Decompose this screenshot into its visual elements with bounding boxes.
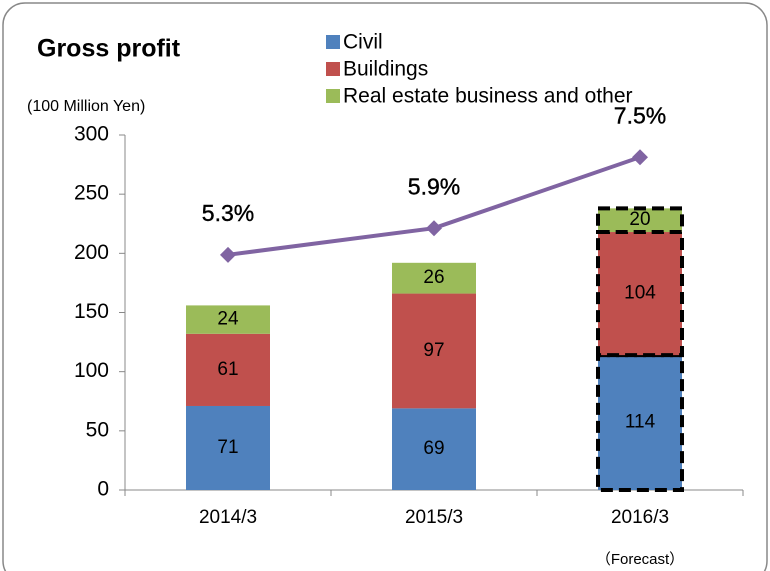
legend-swatch [326, 89, 340, 103]
y-tick-label: 200 [74, 241, 109, 264]
bar-segment [186, 305, 270, 334]
x-tick-label: 2016/3 [611, 507, 669, 528]
line-marker [426, 220, 442, 237]
bar-segment [392, 293, 476, 409]
y-tick-label: 300 [74, 123, 109, 146]
data-label: 61 [217, 359, 238, 380]
legend-label: Real estate business and other [343, 85, 633, 108]
bar-segment [186, 333, 270, 406]
data-label: 24 [217, 309, 239, 330]
bar-segment [186, 405, 270, 490]
chart-title: Gross profit [37, 35, 181, 63]
line-marker [632, 149, 648, 166]
data-label: 20 [629, 209, 650, 230]
y-tick-label: 100 [74, 359, 109, 382]
y-tick-label: 250 [74, 182, 109, 205]
bar-segment [392, 262, 476, 294]
legend-swatch [326, 62, 340, 76]
legend-label: Buildings [343, 58, 428, 81]
data-label: 114 [625, 412, 656, 433]
bar-segment [392, 408, 476, 490]
bar-segment [596, 206, 684, 235]
x-tick-label: 2015/3 [405, 507, 463, 528]
line-marker [220, 246, 236, 263]
data-label: 104 [624, 283, 656, 304]
bar-segment [596, 230, 684, 358]
bar-segment [596, 353, 684, 492]
y-tick-label: 0 [97, 478, 109, 501]
annotation: （Forecast） [596, 551, 684, 568]
line-label: 7.5% [614, 102, 666, 128]
y-axis-label: (100 Million Yen) [27, 98, 145, 115]
x-tick-label: 2014/3 [199, 507, 257, 528]
line-label: 5.3% [202, 200, 254, 226]
data-label: 71 [217, 437, 238, 458]
legend-label: Civil [343, 31, 383, 54]
y-tick-label: 150 [74, 300, 109, 323]
data-label: 69 [423, 438, 444, 459]
data-label: 97 [423, 340, 444, 361]
legend-swatch [326, 35, 340, 49]
line-label: 5.9% [408, 173, 460, 199]
data-label: 26 [423, 267, 444, 288]
y-tick-label: 50 [86, 418, 109, 441]
